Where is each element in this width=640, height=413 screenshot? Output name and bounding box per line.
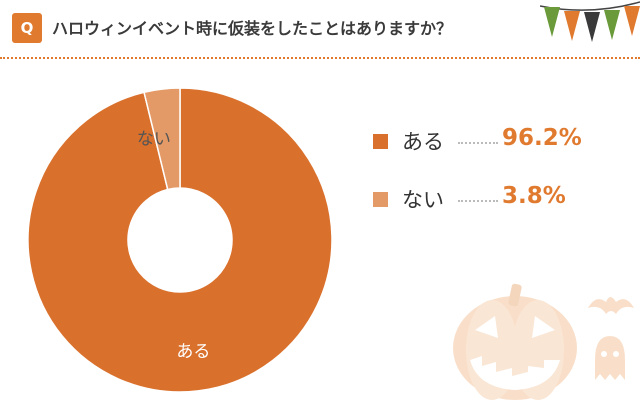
slice-label-0: ある bbox=[176, 342, 210, 362]
header-divider bbox=[0, 57, 640, 59]
legend-leader bbox=[458, 142, 498, 144]
bunting-icon bbox=[540, 1, 640, 42]
donut-chart: ある ない bbox=[27, 87, 333, 393]
question-badge: Q bbox=[12, 13, 42, 43]
legend-leader bbox=[458, 200, 498, 202]
header: Q ハロウィンイベント時に仮装をしたことはありますか？ bbox=[0, 0, 640, 70]
legend-row-no: ない 3.8% bbox=[370, 180, 630, 238]
bunting-flag bbox=[564, 11, 580, 41]
legend-label-no: ない bbox=[402, 188, 444, 212]
bunting-flag bbox=[624, 6, 640, 36]
pie-slice-1 bbox=[143, 87, 181, 191]
legend-swatch-yes bbox=[373, 134, 388, 149]
legend-swatch-no bbox=[373, 192, 388, 207]
bunting-flag bbox=[584, 12, 600, 42]
halloween-decoration bbox=[453, 283, 634, 400]
legend-row-yes: ある 96.2% bbox=[370, 122, 630, 180]
legend-value-yes: 96.2% bbox=[502, 125, 582, 151]
legend: ある 96.2% ない 3.8% bbox=[370, 122, 630, 238]
slice-label-1: ない bbox=[137, 130, 171, 150]
ghost-icon bbox=[595, 336, 625, 380]
bunting-flag bbox=[604, 10, 620, 40]
question-title: ハロウィンイベント時に仮装をしたことはありますか？ bbox=[52, 19, 453, 38]
bat-icon bbox=[588, 297, 634, 314]
pie-slice-0 bbox=[27, 87, 333, 393]
legend-label-yes: ある bbox=[402, 130, 444, 154]
jack-o-lantern-icon bbox=[453, 283, 577, 400]
bunting-flag bbox=[544, 7, 560, 37]
legend-value-no: 3.8% bbox=[502, 183, 566, 209]
